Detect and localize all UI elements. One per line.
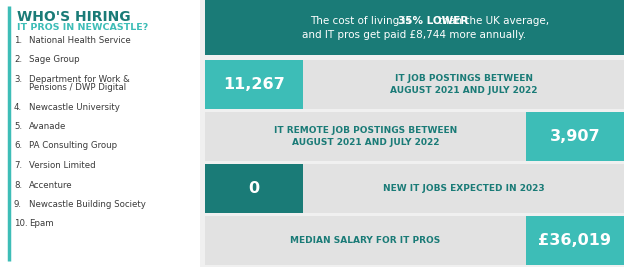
Text: 1.: 1. xyxy=(14,36,22,45)
Text: IT JOB POSTINGS BETWEEN
AUGUST 2021 AND JULY 2022: IT JOB POSTINGS BETWEEN AUGUST 2021 AND … xyxy=(390,74,537,95)
FancyBboxPatch shape xyxy=(303,164,624,213)
Text: 0: 0 xyxy=(249,181,260,196)
Text: IT PROS IN NEWCASTLE?: IT PROS IN NEWCASTLE? xyxy=(17,23,149,32)
FancyBboxPatch shape xyxy=(525,216,624,265)
Text: 35% LOWER: 35% LOWER xyxy=(397,15,468,26)
Text: £36,019: £36,019 xyxy=(539,233,612,248)
FancyBboxPatch shape xyxy=(205,164,303,213)
Text: WHO'S HIRING: WHO'S HIRING xyxy=(17,10,130,24)
Text: 2.: 2. xyxy=(14,56,22,65)
Text: than the UK average,: than the UK average, xyxy=(436,15,550,26)
Text: Newcastle University: Newcastle University xyxy=(29,103,120,112)
FancyBboxPatch shape xyxy=(205,216,525,265)
Text: Avanade: Avanade xyxy=(29,122,66,131)
Text: Pensions / DWP Digital: Pensions / DWP Digital xyxy=(29,83,126,92)
Text: PA Consulting Group: PA Consulting Group xyxy=(29,142,117,151)
Text: Department for Work &: Department for Work & xyxy=(29,75,130,84)
Text: 9.: 9. xyxy=(14,200,22,209)
Text: NEW IT JOBS EXPECTED IN 2023: NEW IT JOBS EXPECTED IN 2023 xyxy=(383,184,545,193)
Text: 10.: 10. xyxy=(14,219,27,229)
Text: 6.: 6. xyxy=(14,142,22,151)
FancyBboxPatch shape xyxy=(303,60,624,109)
Text: 8.: 8. xyxy=(14,180,22,190)
Text: Newcastle Building Society: Newcastle Building Society xyxy=(29,200,146,209)
Text: MEDIAN SALARY FOR IT PROS: MEDIAN SALARY FOR IT PROS xyxy=(290,236,441,245)
Text: Accenture: Accenture xyxy=(29,180,72,190)
Text: 7.: 7. xyxy=(14,161,22,170)
Text: The cost of living is: The cost of living is xyxy=(310,15,414,26)
Text: 3,907: 3,907 xyxy=(550,129,600,144)
Text: National Health Service: National Health Service xyxy=(29,36,131,45)
Text: Version Limited: Version Limited xyxy=(29,161,95,170)
FancyBboxPatch shape xyxy=(205,112,525,161)
Text: 5.: 5. xyxy=(14,122,22,131)
FancyBboxPatch shape xyxy=(525,112,624,161)
Text: Sage Group: Sage Group xyxy=(29,56,80,65)
Text: 3.: 3. xyxy=(14,75,22,84)
Text: Epam: Epam xyxy=(29,219,54,229)
FancyBboxPatch shape xyxy=(205,0,624,55)
FancyBboxPatch shape xyxy=(205,60,303,109)
Text: and IT pros get paid £8,744 more annually.: and IT pros get paid £8,744 more annuall… xyxy=(303,29,527,40)
Text: 11,267: 11,267 xyxy=(223,77,285,92)
FancyBboxPatch shape xyxy=(0,0,200,267)
Text: IT REMOTE JOB POSTINGS BETWEEN
AUGUST 2021 AND JULY 2022: IT REMOTE JOB POSTINGS BETWEEN AUGUST 20… xyxy=(274,126,457,147)
Text: 4.: 4. xyxy=(14,103,22,112)
